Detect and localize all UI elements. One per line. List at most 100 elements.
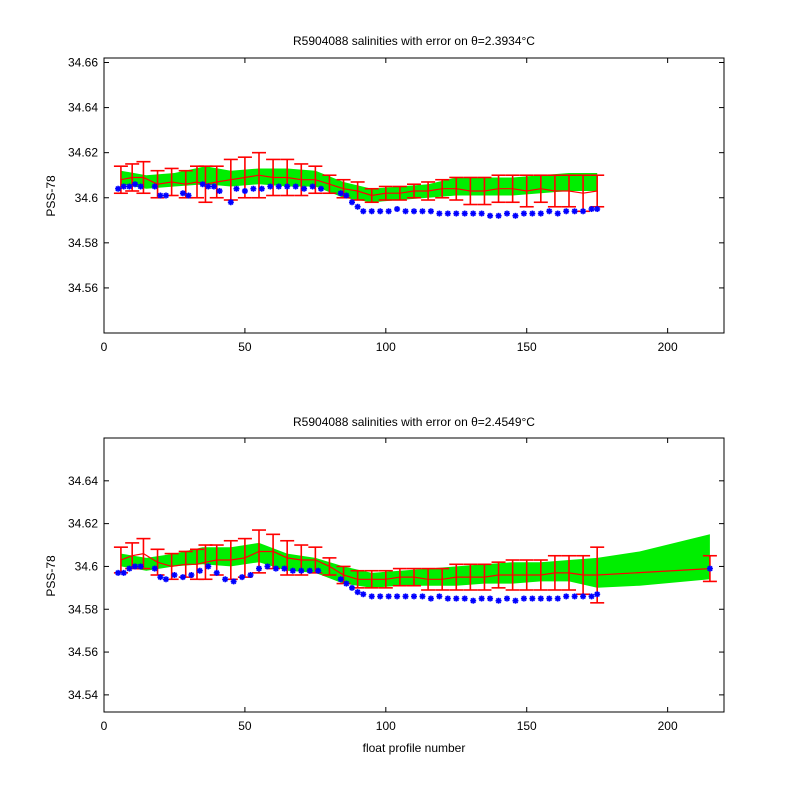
data-point xyxy=(461,210,468,217)
data-point xyxy=(126,565,133,572)
error-bar xyxy=(477,176,492,206)
error-bar xyxy=(533,174,548,204)
y-tick-label: 34.56 xyxy=(68,281,98,295)
data-point xyxy=(337,576,344,583)
error-bar xyxy=(449,563,464,591)
x-tick-label: 150 xyxy=(517,340,537,354)
x-tick-label: 50 xyxy=(238,719,252,733)
data-point xyxy=(706,565,713,572)
data-point xyxy=(427,595,434,602)
y-tick-label: 34.62 xyxy=(68,146,98,160)
data-point xyxy=(151,183,158,190)
error-bar xyxy=(378,185,393,201)
data-point xyxy=(411,208,417,215)
error-bar xyxy=(477,563,492,591)
data-point xyxy=(436,210,443,217)
error-bar xyxy=(266,158,281,197)
data-point xyxy=(444,595,451,602)
data-point xyxy=(289,567,296,574)
error-band xyxy=(120,534,710,588)
data-point xyxy=(349,584,355,591)
data-point xyxy=(185,192,192,199)
data-point xyxy=(478,595,485,602)
error-bar xyxy=(547,174,562,208)
y-axis-label: PSS-78 xyxy=(44,555,58,597)
data-point xyxy=(354,203,361,210)
plot-content xyxy=(113,529,717,604)
data-point xyxy=(318,185,324,192)
data-point xyxy=(580,593,587,600)
data-point xyxy=(478,210,485,217)
error-bar xyxy=(421,181,436,201)
data-point xyxy=(504,595,510,602)
data-point xyxy=(385,593,392,600)
data-point xyxy=(281,565,288,572)
data-point xyxy=(571,208,578,215)
data-point xyxy=(343,580,350,587)
data-point xyxy=(402,593,409,600)
data-point xyxy=(309,183,316,190)
data-point xyxy=(377,593,384,600)
data-point xyxy=(427,208,434,215)
plot-area: 0 50 100 150 200 34.54 34.56 34.58 34.6 34.62 34.6… xyxy=(68,437,725,733)
data-point xyxy=(580,208,587,215)
error-bar xyxy=(435,178,450,199)
y-tick-label: 34.58 xyxy=(68,602,98,616)
y-tick-label: 34.64 xyxy=(68,474,98,488)
data-point xyxy=(239,574,246,581)
data-point xyxy=(594,206,601,213)
data-point xyxy=(343,192,350,199)
error-bar xyxy=(463,563,478,591)
data-point xyxy=(230,578,237,585)
y-tick-label: 34.62 xyxy=(68,517,98,531)
data-point xyxy=(157,574,164,581)
data-point xyxy=(495,597,502,604)
error-bar xyxy=(491,174,506,204)
data-point xyxy=(115,185,122,192)
plot-content xyxy=(113,151,605,219)
data-point xyxy=(137,563,144,570)
error-bar xyxy=(364,187,379,204)
data-point xyxy=(394,206,401,213)
data-point xyxy=(402,208,409,215)
data-point xyxy=(520,210,527,217)
data-point xyxy=(163,576,169,583)
data-point xyxy=(529,210,536,217)
plot-area: 0 50 100 150 200 34.56 34.58 34.6 34.62 34.64 34.6… xyxy=(68,56,725,354)
x-axis-label: float profile number xyxy=(363,741,466,755)
data-point xyxy=(205,563,212,570)
data-point xyxy=(537,210,544,217)
errorbar-mean-line xyxy=(120,174,598,197)
x-tick-label: 0 xyxy=(101,719,108,733)
error-bar xyxy=(519,174,534,208)
data-point xyxy=(275,183,282,190)
error-bar xyxy=(322,174,337,195)
data-point xyxy=(537,595,544,602)
chart-bottom: R5904088 salinities with error on θ=2.45… xyxy=(44,415,725,755)
data-point xyxy=(137,183,144,190)
error-bar xyxy=(364,569,379,589)
error-band xyxy=(120,166,598,203)
error-bar xyxy=(562,174,576,208)
chart-top: R5904088 salinities with error on θ=2.39… xyxy=(44,34,725,354)
data-point xyxy=(563,593,570,600)
data-point xyxy=(272,565,279,572)
error-bar xyxy=(136,160,151,195)
data-point xyxy=(385,208,392,215)
data-point xyxy=(196,567,203,574)
error-bar xyxy=(209,165,224,199)
chart-title: R5904088 salinities with error on θ=2.45… xyxy=(293,415,535,429)
data-point xyxy=(487,212,494,219)
data-point xyxy=(588,206,595,213)
data-point xyxy=(368,593,375,600)
data-point xyxy=(571,593,578,600)
data-point xyxy=(179,190,186,197)
data-point xyxy=(199,181,206,188)
error-bar xyxy=(533,559,548,591)
data-point xyxy=(163,192,169,199)
x-tick-label: 200 xyxy=(658,719,678,733)
data-point xyxy=(436,593,443,600)
data-point xyxy=(354,589,361,596)
x-tick-label: 0 xyxy=(101,340,108,354)
data-point xyxy=(284,183,291,190)
